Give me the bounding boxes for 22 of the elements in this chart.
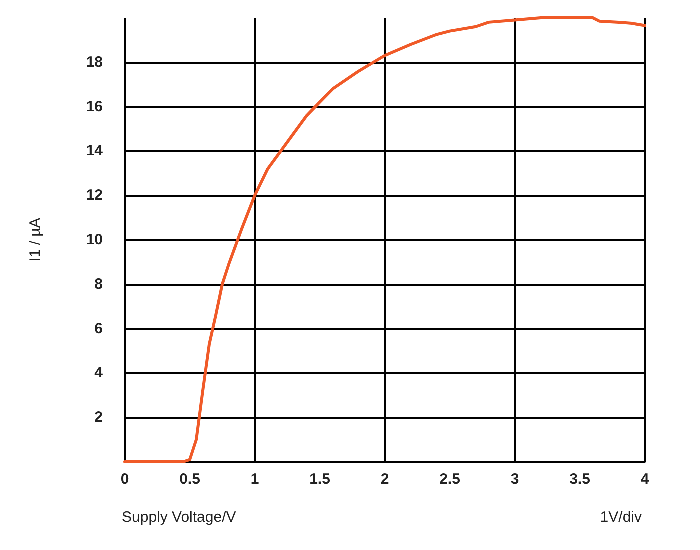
y-tick-label: 10 — [86, 232, 103, 248]
x-tick-label: 2 — [380, 471, 390, 488]
x-tick-label: 3 — [510, 471, 520, 488]
y-tick-label: 16 — [86, 98, 103, 116]
x-tick-label: 1.5 — [310, 471, 330, 488]
x-tick-label: 0 — [120, 471, 130, 488]
y-axis-title: I1 / µA — [27, 218, 44, 262]
x-tick-label: 4 — [640, 471, 650, 488]
y-tick-label: 6 — [94, 320, 103, 338]
y-tick-label: 4 — [94, 364, 104, 382]
line-series — [124, 16, 646, 464]
y-tick-label: 18 — [86, 54, 103, 71]
y-tick-label: 14 — [86, 142, 104, 160]
x-tick-label: 1 — [250, 471, 260, 488]
x-tick-label: 2.5 — [440, 471, 460, 488]
x-axis-title: Supply Voltage/V — [122, 509, 236, 526]
y-tick-label: 12 — [86, 187, 103, 204]
x-tick-label: 0.5 — [180, 471, 200, 488]
y-tick-label: 8 — [94, 276, 103, 293]
text: 1V/div — [600, 509, 642, 526]
y-tick-label: 2 — [94, 409, 103, 426]
x-tick-label: 3.5 — [570, 471, 590, 488]
